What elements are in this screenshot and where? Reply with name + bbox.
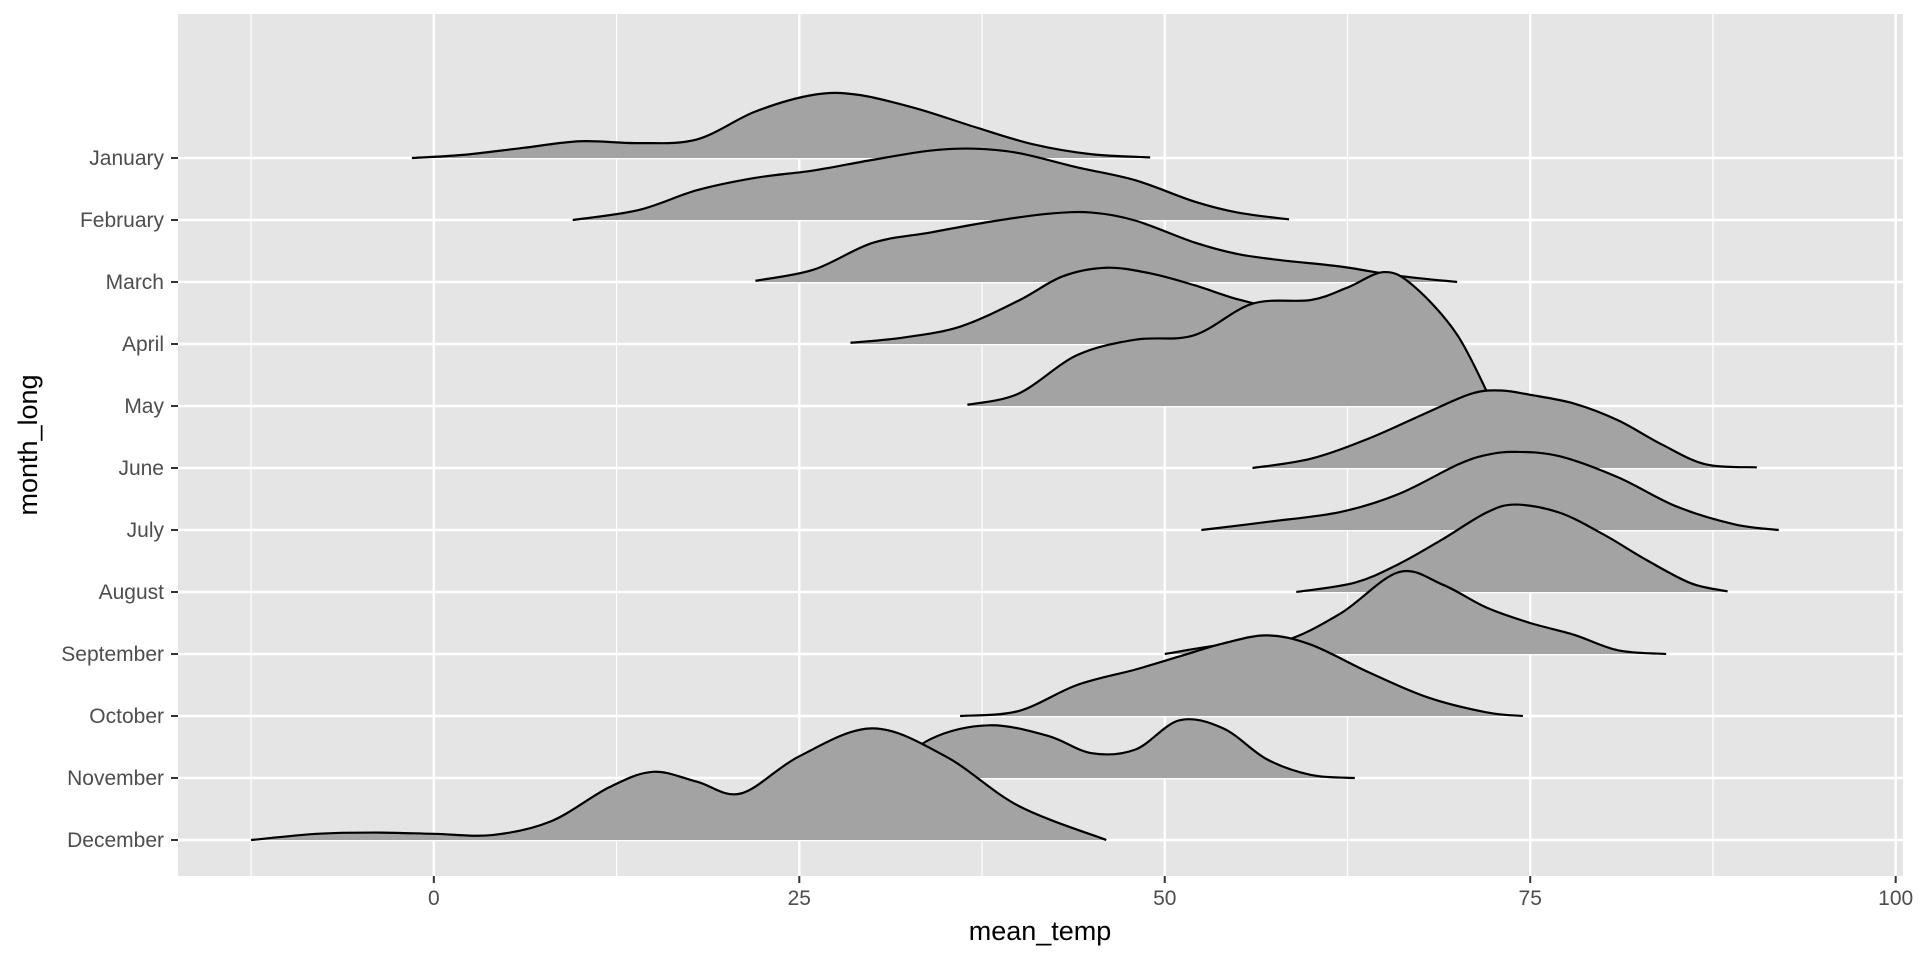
ridge-line [755,210,1458,284]
y-tick-label: July [127,519,165,542]
y-tick-label: March [106,271,164,294]
ridge-october [960,634,1524,718]
y-axis: January February March April May June July Augu… [61,147,178,852]
y-tick-label: June [118,457,164,480]
ridge-december [250,727,1107,842]
x-tick-label: 100 [1878,887,1913,910]
ridge-fill [967,272,1494,406]
x-tick-label: 75 [1519,887,1542,910]
x-axis: 0 25 50 75 100 [428,876,1913,910]
y-tick-label: August [99,581,165,604]
y-tick-label: November [67,767,164,790]
ridges [250,91,1779,842]
ridge-july [1201,450,1779,532]
ridge-fill [960,635,1523,716]
ridge-may [967,270,1495,407]
ridge-november [879,718,1355,780]
x-tick-label: 25 [788,887,811,910]
ridge-line [250,727,1107,842]
ridge-line [411,91,1151,160]
x-axis-title: mean_temp [969,916,1112,946]
y-tick-label: February [80,209,165,232]
ridge-fill [572,148,1290,220]
ridge-line [1252,389,1757,470]
ridge-june [1252,389,1757,470]
ridge-line [960,634,1524,718]
y-tick-label: October [89,705,164,728]
y-axis-title: month_long [13,374,43,515]
ridge-fill [755,212,1458,282]
x-tick-label: 0 [428,887,440,910]
ridge-fill [1252,390,1757,468]
ridge-line [967,270,1495,407]
ridge-line [1201,450,1779,532]
ridge-march [755,210,1458,284]
ridge-line [879,718,1355,780]
y-tick-label: April [122,333,164,356]
x-tick-label: 50 [1153,887,1176,910]
ridge-january [411,91,1151,160]
ridge-fill [879,719,1355,778]
ridge-fill [251,728,1107,840]
y-tick-label: December [67,829,164,852]
y-tick-label: September [61,643,164,666]
ridge-line [572,147,1290,222]
ridge-line [1296,503,1728,594]
y-tick-label: May [124,395,164,418]
ridge-fill [1164,570,1667,654]
ridge-february [572,147,1290,222]
ridge-fill [1201,451,1779,530]
y-tick-label: January [89,147,164,170]
